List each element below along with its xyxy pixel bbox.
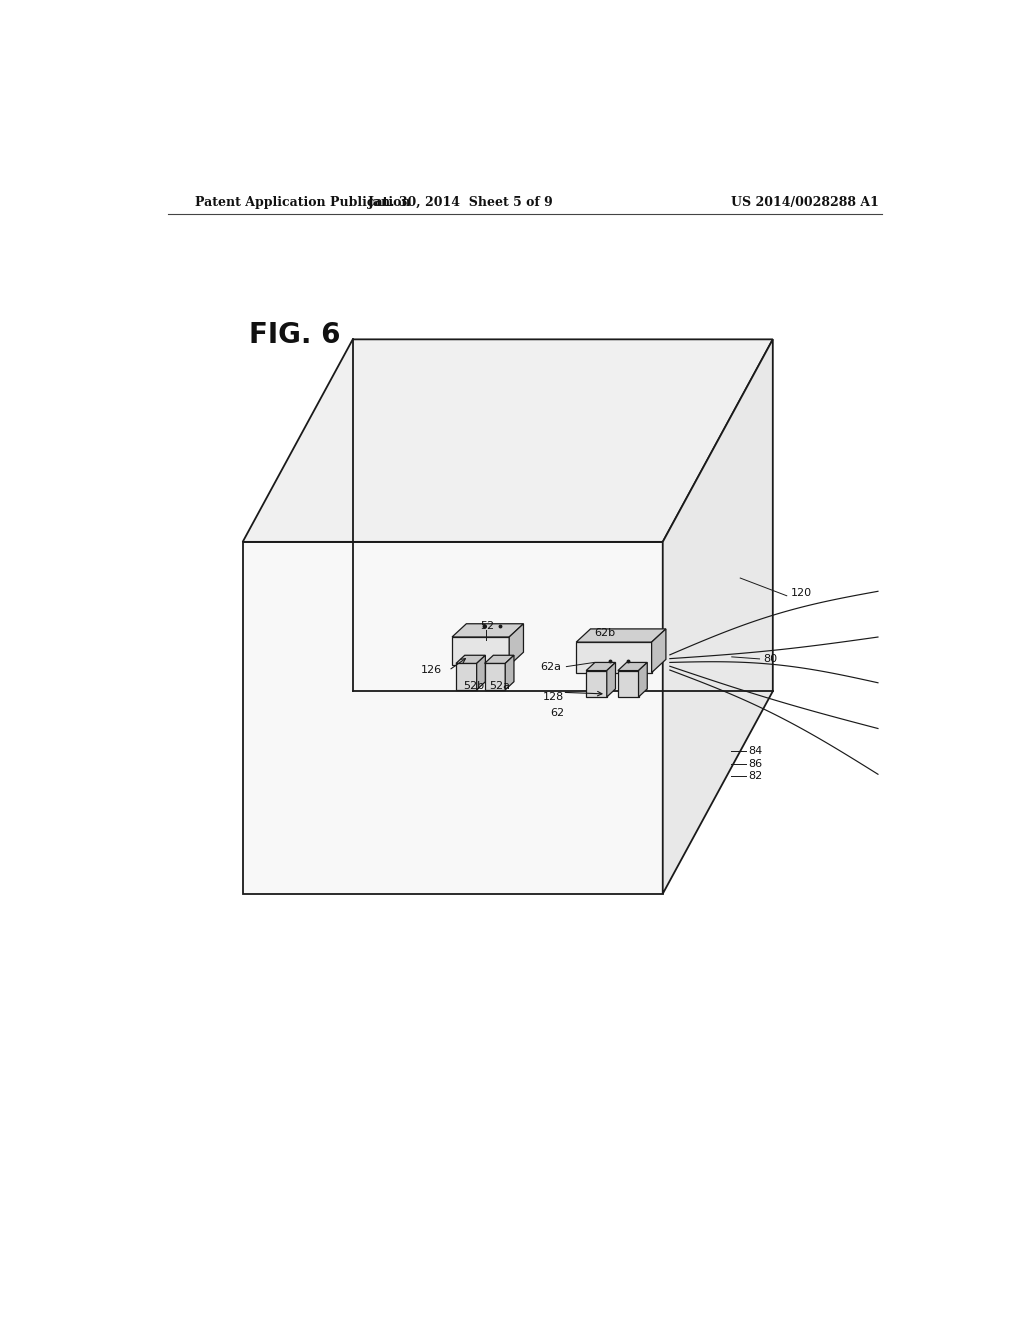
Polygon shape xyxy=(476,655,485,690)
Text: 80: 80 xyxy=(764,653,777,664)
Polygon shape xyxy=(586,671,607,697)
Polygon shape xyxy=(243,543,663,894)
Text: 84: 84 xyxy=(748,746,762,756)
Polygon shape xyxy=(651,628,666,673)
Text: 62b: 62b xyxy=(595,628,615,639)
Text: 86: 86 xyxy=(748,759,762,768)
Polygon shape xyxy=(617,663,647,671)
Polygon shape xyxy=(484,655,514,664)
Text: US 2014/0028288 A1: US 2014/0028288 A1 xyxy=(731,195,879,209)
Text: 62: 62 xyxy=(550,708,564,718)
Text: 120: 120 xyxy=(791,589,812,598)
Polygon shape xyxy=(505,655,514,690)
Polygon shape xyxy=(452,624,523,638)
Text: 128: 128 xyxy=(543,693,564,702)
Text: 62a: 62a xyxy=(541,661,561,672)
Text: Patent Application Publication: Patent Application Publication xyxy=(196,195,411,209)
Polygon shape xyxy=(577,642,651,673)
Polygon shape xyxy=(484,664,505,690)
Polygon shape xyxy=(456,655,485,664)
Text: 52b: 52b xyxy=(463,681,484,690)
Polygon shape xyxy=(577,628,666,642)
Polygon shape xyxy=(452,638,509,665)
Polygon shape xyxy=(639,663,647,697)
Polygon shape xyxy=(607,663,615,697)
Polygon shape xyxy=(617,671,639,697)
Polygon shape xyxy=(663,339,773,894)
Text: Jan. 30, 2014  Sheet 5 of 9: Jan. 30, 2014 Sheet 5 of 9 xyxy=(369,195,554,209)
Text: 52: 52 xyxy=(480,620,495,631)
Polygon shape xyxy=(586,663,615,671)
Polygon shape xyxy=(509,624,523,665)
Text: 126: 126 xyxy=(421,665,442,676)
Polygon shape xyxy=(243,339,773,543)
Text: 82: 82 xyxy=(748,771,762,781)
Text: 52a: 52a xyxy=(489,681,510,690)
Polygon shape xyxy=(456,664,476,690)
Text: FIG. 6: FIG. 6 xyxy=(249,321,340,350)
